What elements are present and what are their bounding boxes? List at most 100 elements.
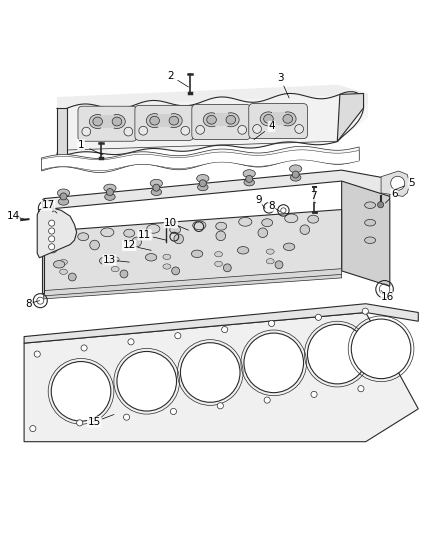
Ellipse shape	[197, 174, 209, 182]
Ellipse shape	[169, 116, 179, 125]
Ellipse shape	[89, 115, 106, 128]
Circle shape	[217, 403, 223, 409]
Circle shape	[223, 264, 231, 272]
Ellipse shape	[307, 215, 319, 223]
Circle shape	[60, 193, 67, 200]
Ellipse shape	[111, 266, 119, 272]
Polygon shape	[158, 114, 171, 127]
Ellipse shape	[290, 165, 302, 173]
Text: 10: 10	[164, 217, 177, 228]
Polygon shape	[57, 92, 364, 155]
Circle shape	[124, 127, 133, 136]
Ellipse shape	[166, 114, 182, 128]
Polygon shape	[37, 207, 77, 258]
Circle shape	[180, 343, 240, 402]
Circle shape	[81, 345, 87, 351]
Circle shape	[358, 386, 364, 392]
Polygon shape	[57, 108, 67, 155]
Circle shape	[68, 273, 76, 281]
Polygon shape	[42, 147, 359, 173]
Circle shape	[49, 244, 55, 250]
Circle shape	[351, 319, 411, 378]
Ellipse shape	[364, 237, 376, 244]
Ellipse shape	[99, 257, 111, 264]
Text: 17: 17	[42, 200, 55, 210]
Polygon shape	[42, 150, 359, 171]
Ellipse shape	[58, 198, 69, 205]
Ellipse shape	[215, 252, 223, 257]
Text: 13: 13	[103, 255, 116, 265]
Ellipse shape	[279, 112, 296, 126]
Ellipse shape	[193, 221, 206, 230]
Polygon shape	[44, 269, 342, 297]
Ellipse shape	[264, 115, 273, 123]
Circle shape	[246, 175, 253, 182]
Circle shape	[315, 314, 321, 320]
Ellipse shape	[163, 254, 171, 260]
Ellipse shape	[364, 202, 376, 208]
Circle shape	[49, 236, 55, 242]
Ellipse shape	[203, 113, 220, 127]
Ellipse shape	[262, 219, 273, 227]
Circle shape	[174, 234, 184, 244]
Ellipse shape	[145, 254, 157, 261]
Circle shape	[124, 414, 130, 420]
Circle shape	[216, 231, 226, 241]
Circle shape	[268, 320, 275, 327]
Text: 7: 7	[310, 191, 317, 201]
Circle shape	[244, 333, 304, 393]
Ellipse shape	[207, 115, 216, 124]
Circle shape	[292, 171, 299, 178]
Ellipse shape	[109, 115, 125, 128]
Ellipse shape	[283, 115, 293, 123]
Ellipse shape	[60, 269, 67, 274]
Text: 16: 16	[381, 292, 394, 302]
Polygon shape	[44, 209, 342, 293]
Circle shape	[106, 189, 113, 196]
Circle shape	[170, 408, 177, 415]
Circle shape	[264, 397, 270, 403]
Ellipse shape	[237, 247, 249, 254]
Circle shape	[238, 125, 247, 134]
Ellipse shape	[150, 179, 162, 187]
Ellipse shape	[57, 189, 70, 197]
Ellipse shape	[150, 116, 159, 125]
Circle shape	[253, 125, 261, 133]
Circle shape	[51, 361, 111, 421]
Ellipse shape	[191, 250, 203, 257]
Polygon shape	[342, 179, 390, 286]
Polygon shape	[44, 170, 390, 209]
Circle shape	[117, 351, 177, 411]
Ellipse shape	[285, 214, 298, 223]
Circle shape	[275, 261, 283, 269]
Circle shape	[378, 201, 384, 208]
Ellipse shape	[93, 117, 102, 126]
Circle shape	[181, 126, 190, 135]
Ellipse shape	[112, 117, 122, 126]
Circle shape	[258, 228, 268, 238]
Circle shape	[307, 324, 367, 384]
Text: 8: 8	[25, 298, 32, 309]
Circle shape	[295, 125, 304, 133]
Ellipse shape	[53, 261, 65, 268]
Ellipse shape	[215, 261, 223, 266]
Circle shape	[132, 237, 141, 247]
Ellipse shape	[223, 113, 239, 127]
Text: 12: 12	[123, 240, 136, 251]
Circle shape	[128, 339, 134, 345]
Polygon shape	[337, 93, 364, 142]
Ellipse shape	[243, 169, 255, 177]
Circle shape	[172, 267, 180, 275]
Text: 1: 1	[78, 140, 85, 150]
Circle shape	[362, 308, 368, 314]
Circle shape	[48, 243, 57, 253]
Circle shape	[82, 127, 91, 136]
FancyBboxPatch shape	[249, 103, 307, 139]
Ellipse shape	[226, 115, 236, 124]
Ellipse shape	[111, 257, 119, 262]
Text: 14: 14	[7, 211, 20, 221]
Polygon shape	[24, 304, 418, 343]
Circle shape	[77, 420, 83, 426]
Ellipse shape	[55, 231, 68, 240]
Polygon shape	[44, 274, 342, 299]
